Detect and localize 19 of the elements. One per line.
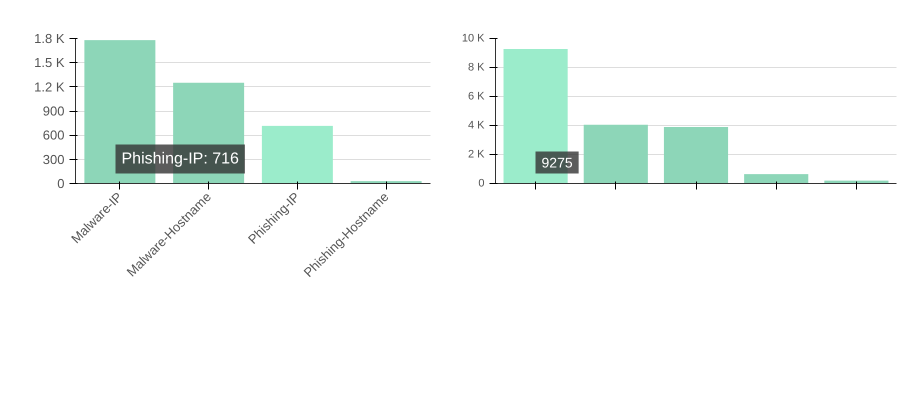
bar xyxy=(744,174,808,184)
y-tick-label: 4 K xyxy=(468,120,486,132)
y-tick-label: 300 xyxy=(42,152,65,167)
y-tick-label: 1.5 K xyxy=(34,55,65,70)
annotation: Phishing-IP: 716 xyxy=(122,150,240,168)
bar xyxy=(584,124,648,184)
y-tick-label: 10 K xyxy=(462,32,486,44)
y-tick-label: 1.2 K xyxy=(34,79,65,94)
y-tick-label: 0 xyxy=(478,178,485,190)
y-tick-label: 0 xyxy=(57,176,65,191)
y-tick-label: 900 xyxy=(42,104,65,118)
annotation: 9275 xyxy=(542,154,573,170)
y-tick-label: 8 K xyxy=(468,62,486,74)
y-tick-label: 600 xyxy=(42,128,65,143)
bar xyxy=(664,126,728,184)
y-tick-label: 6 K xyxy=(468,90,486,102)
y-tick-label: 2 K xyxy=(468,148,486,160)
y-tick-label: 1.8 K xyxy=(34,31,65,46)
bar xyxy=(262,126,333,184)
